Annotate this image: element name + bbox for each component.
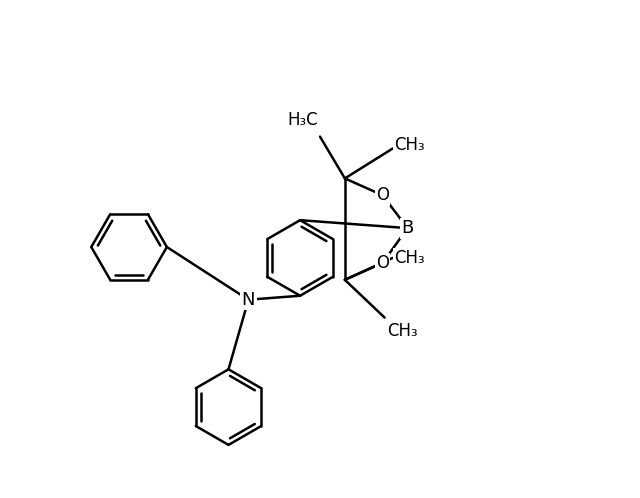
Text: B: B bbox=[401, 219, 413, 237]
Text: CH₃: CH₃ bbox=[387, 322, 417, 340]
Text: CH₃: CH₃ bbox=[395, 135, 425, 153]
Text: H₃C: H₃C bbox=[287, 111, 318, 128]
Text: CH₃: CH₃ bbox=[395, 249, 425, 267]
Text: O: O bbox=[376, 186, 389, 204]
Text: O: O bbox=[376, 254, 389, 272]
Text: N: N bbox=[242, 291, 255, 309]
